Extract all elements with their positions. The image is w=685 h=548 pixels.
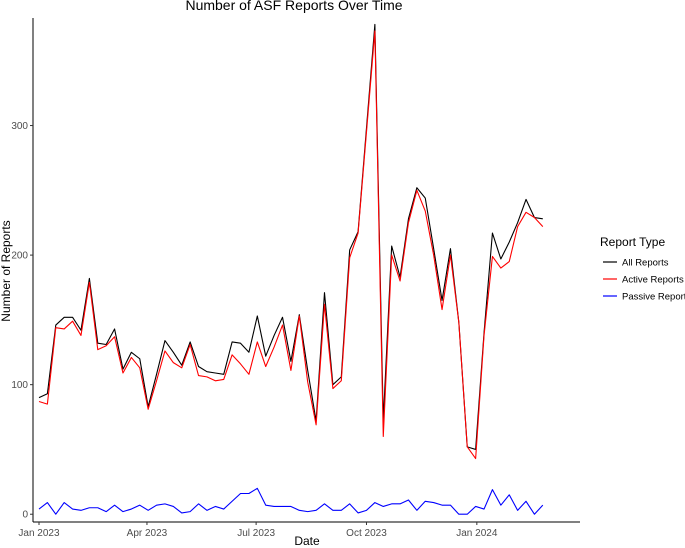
y-tick-label: 0 bbox=[22, 510, 28, 521]
y-tick-label: 100 bbox=[11, 380, 28, 391]
x-tick-label: Apr 2023 bbox=[127, 528, 168, 539]
legend-item: All Reports bbox=[603, 258, 669, 269]
series-lines bbox=[38, 23, 544, 515]
legend-items: All Reports Active Reports Passive Reports bbox=[603, 258, 685, 303]
legend: Report Type All Reports Active Reports Pas… bbox=[600, 235, 685, 303]
legend-label: Active Reports bbox=[622, 275, 684, 286]
y-ticks: 0 100 200 300 bbox=[11, 121, 33, 521]
x-tick-label: Jul 2023 bbox=[237, 528, 275, 539]
x-tick-label: Jan 2024 bbox=[456, 528, 498, 539]
y-axis-title: Number of Reports bbox=[0, 220, 13, 321]
series-line-all-reports bbox=[38, 23, 543, 450]
x-tick-label: Jan 2023 bbox=[18, 528, 60, 539]
legend-label: All Reports bbox=[622, 258, 669, 269]
x-tick-label: Oct 2023 bbox=[346, 528, 387, 539]
legend-item: Active Reports bbox=[603, 275, 684, 286]
series-line-active-reports bbox=[38, 30, 544, 460]
x-axis-title: Date bbox=[294, 534, 320, 548]
legend-item: Passive Reports bbox=[603, 292, 685, 303]
x-ticks: Jan 2023 Apr 2023 Jul 2023 Oct 2023 Jan 2024 bbox=[18, 522, 498, 539]
series-line-passive-reports bbox=[38, 487, 544, 515]
legend-label: Passive Reports bbox=[622, 292, 685, 303]
chart-title: Number of ASF Reports Over Time bbox=[185, 0, 402, 13]
plot-area: 0 100 200 300 Jan 2023 Apr 2023 Jul 2023 Oct 2… bbox=[11, 18, 580, 539]
legend-title: Report Type bbox=[600, 235, 665, 249]
y-tick-label: 200 bbox=[11, 251, 28, 262]
y-tick-label: 300 bbox=[11, 121, 28, 132]
